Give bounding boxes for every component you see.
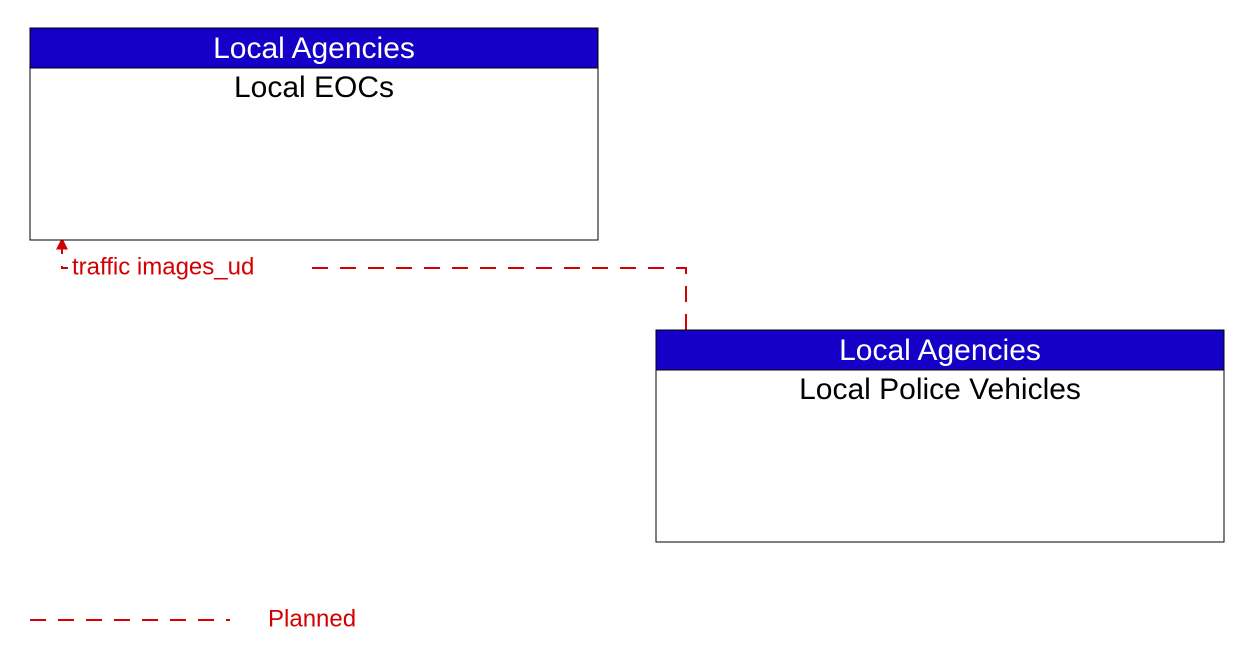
legend-label: Planned xyxy=(268,605,356,632)
node-local-eocs: Local Agencies Local EOCs xyxy=(30,28,598,240)
node-body-text: Local EOCs xyxy=(234,71,394,104)
node-local-police-vehicles: Local Agencies Local Police Vehicles xyxy=(656,330,1224,542)
architecture-diagram: traffic images_ud Local Agencies Local EOC… xyxy=(0,0,1252,658)
edge-label: traffic images_ud xyxy=(72,253,254,280)
legend: Planned xyxy=(30,605,356,632)
node-body-text: Local Police Vehicles xyxy=(799,373,1081,406)
node-header-text: Local Agencies xyxy=(213,32,415,65)
edge-traffic-images-edge: traffic images_ud xyxy=(62,240,686,330)
node-header-text: Local Agencies xyxy=(839,334,1041,367)
